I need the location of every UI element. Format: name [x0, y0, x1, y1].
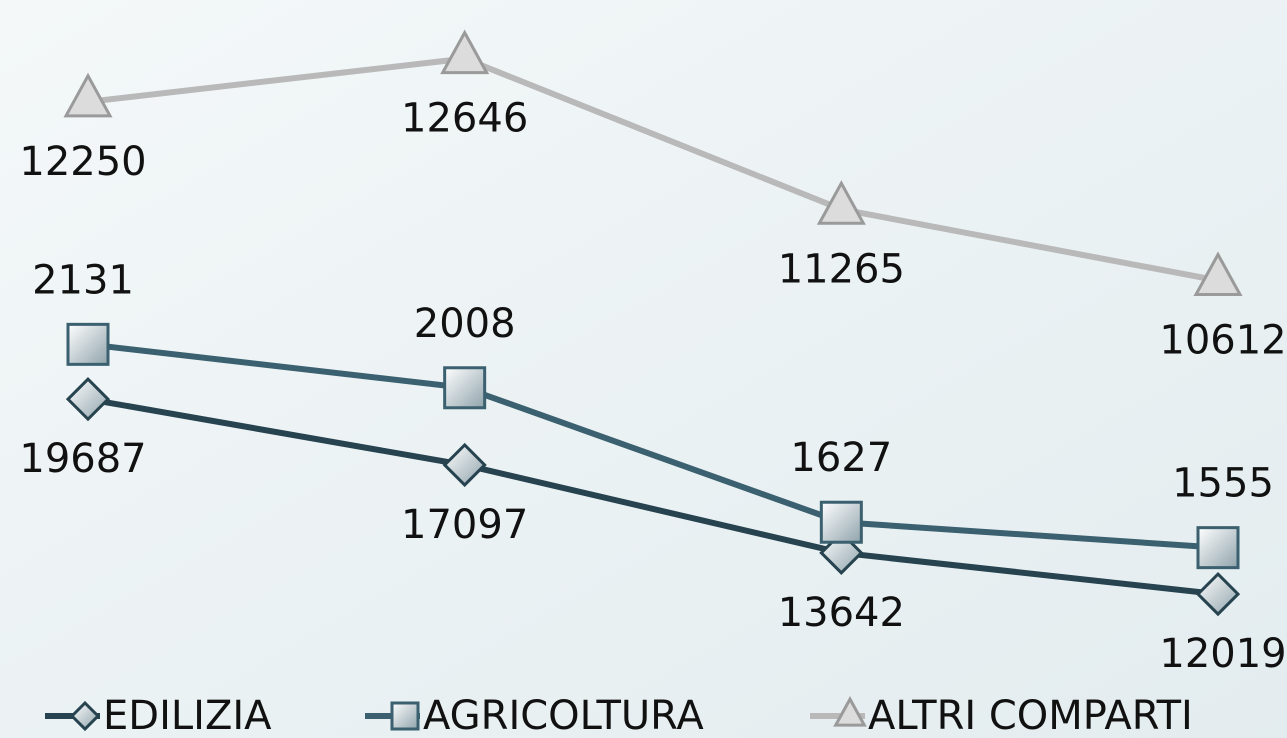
- data-label: 11265: [778, 246, 905, 292]
- data-label: 13642: [778, 590, 905, 636]
- data-point: [442, 442, 487, 488]
- data-point: [66, 322, 110, 366]
- series-line: [87, 341, 1219, 551]
- data-point: [1195, 571, 1241, 617]
- data-label: 10612: [1159, 318, 1286, 364]
- data-label: 19687: [19, 436, 146, 482]
- data-label: 1555: [1172, 461, 1274, 507]
- series-line: [87, 396, 1219, 598]
- legend-label: ALTRI COMPARTI: [868, 693, 1193, 738]
- data-point: [819, 500, 863, 544]
- data-point: [443, 366, 487, 410]
- legend-label: AGRICOLTURA: [423, 693, 704, 738]
- series-line: [87, 55, 1219, 284]
- data-point: [63, 72, 113, 118]
- data-point: [1196, 526, 1240, 570]
- data-point: [440, 29, 490, 75]
- data-label: 2008: [414, 301, 516, 347]
- data-label: 2131: [32, 257, 134, 303]
- data-label: 12019: [1159, 631, 1286, 677]
- data-label: 17097: [401, 502, 528, 548]
- legend-marker: [69, 700, 101, 732]
- data-label: 12646: [401, 96, 528, 142]
- legend-marker: [833, 695, 867, 727]
- data-point: [816, 180, 866, 225]
- data-point: [1193, 251, 1243, 297]
- data-label: 12250: [19, 139, 146, 185]
- legend-marker: [390, 701, 420, 731]
- data-label: 1627: [790, 435, 892, 481]
- data-point: [65, 377, 111, 422]
- legend-label: EDILIZIA: [103, 693, 272, 738]
